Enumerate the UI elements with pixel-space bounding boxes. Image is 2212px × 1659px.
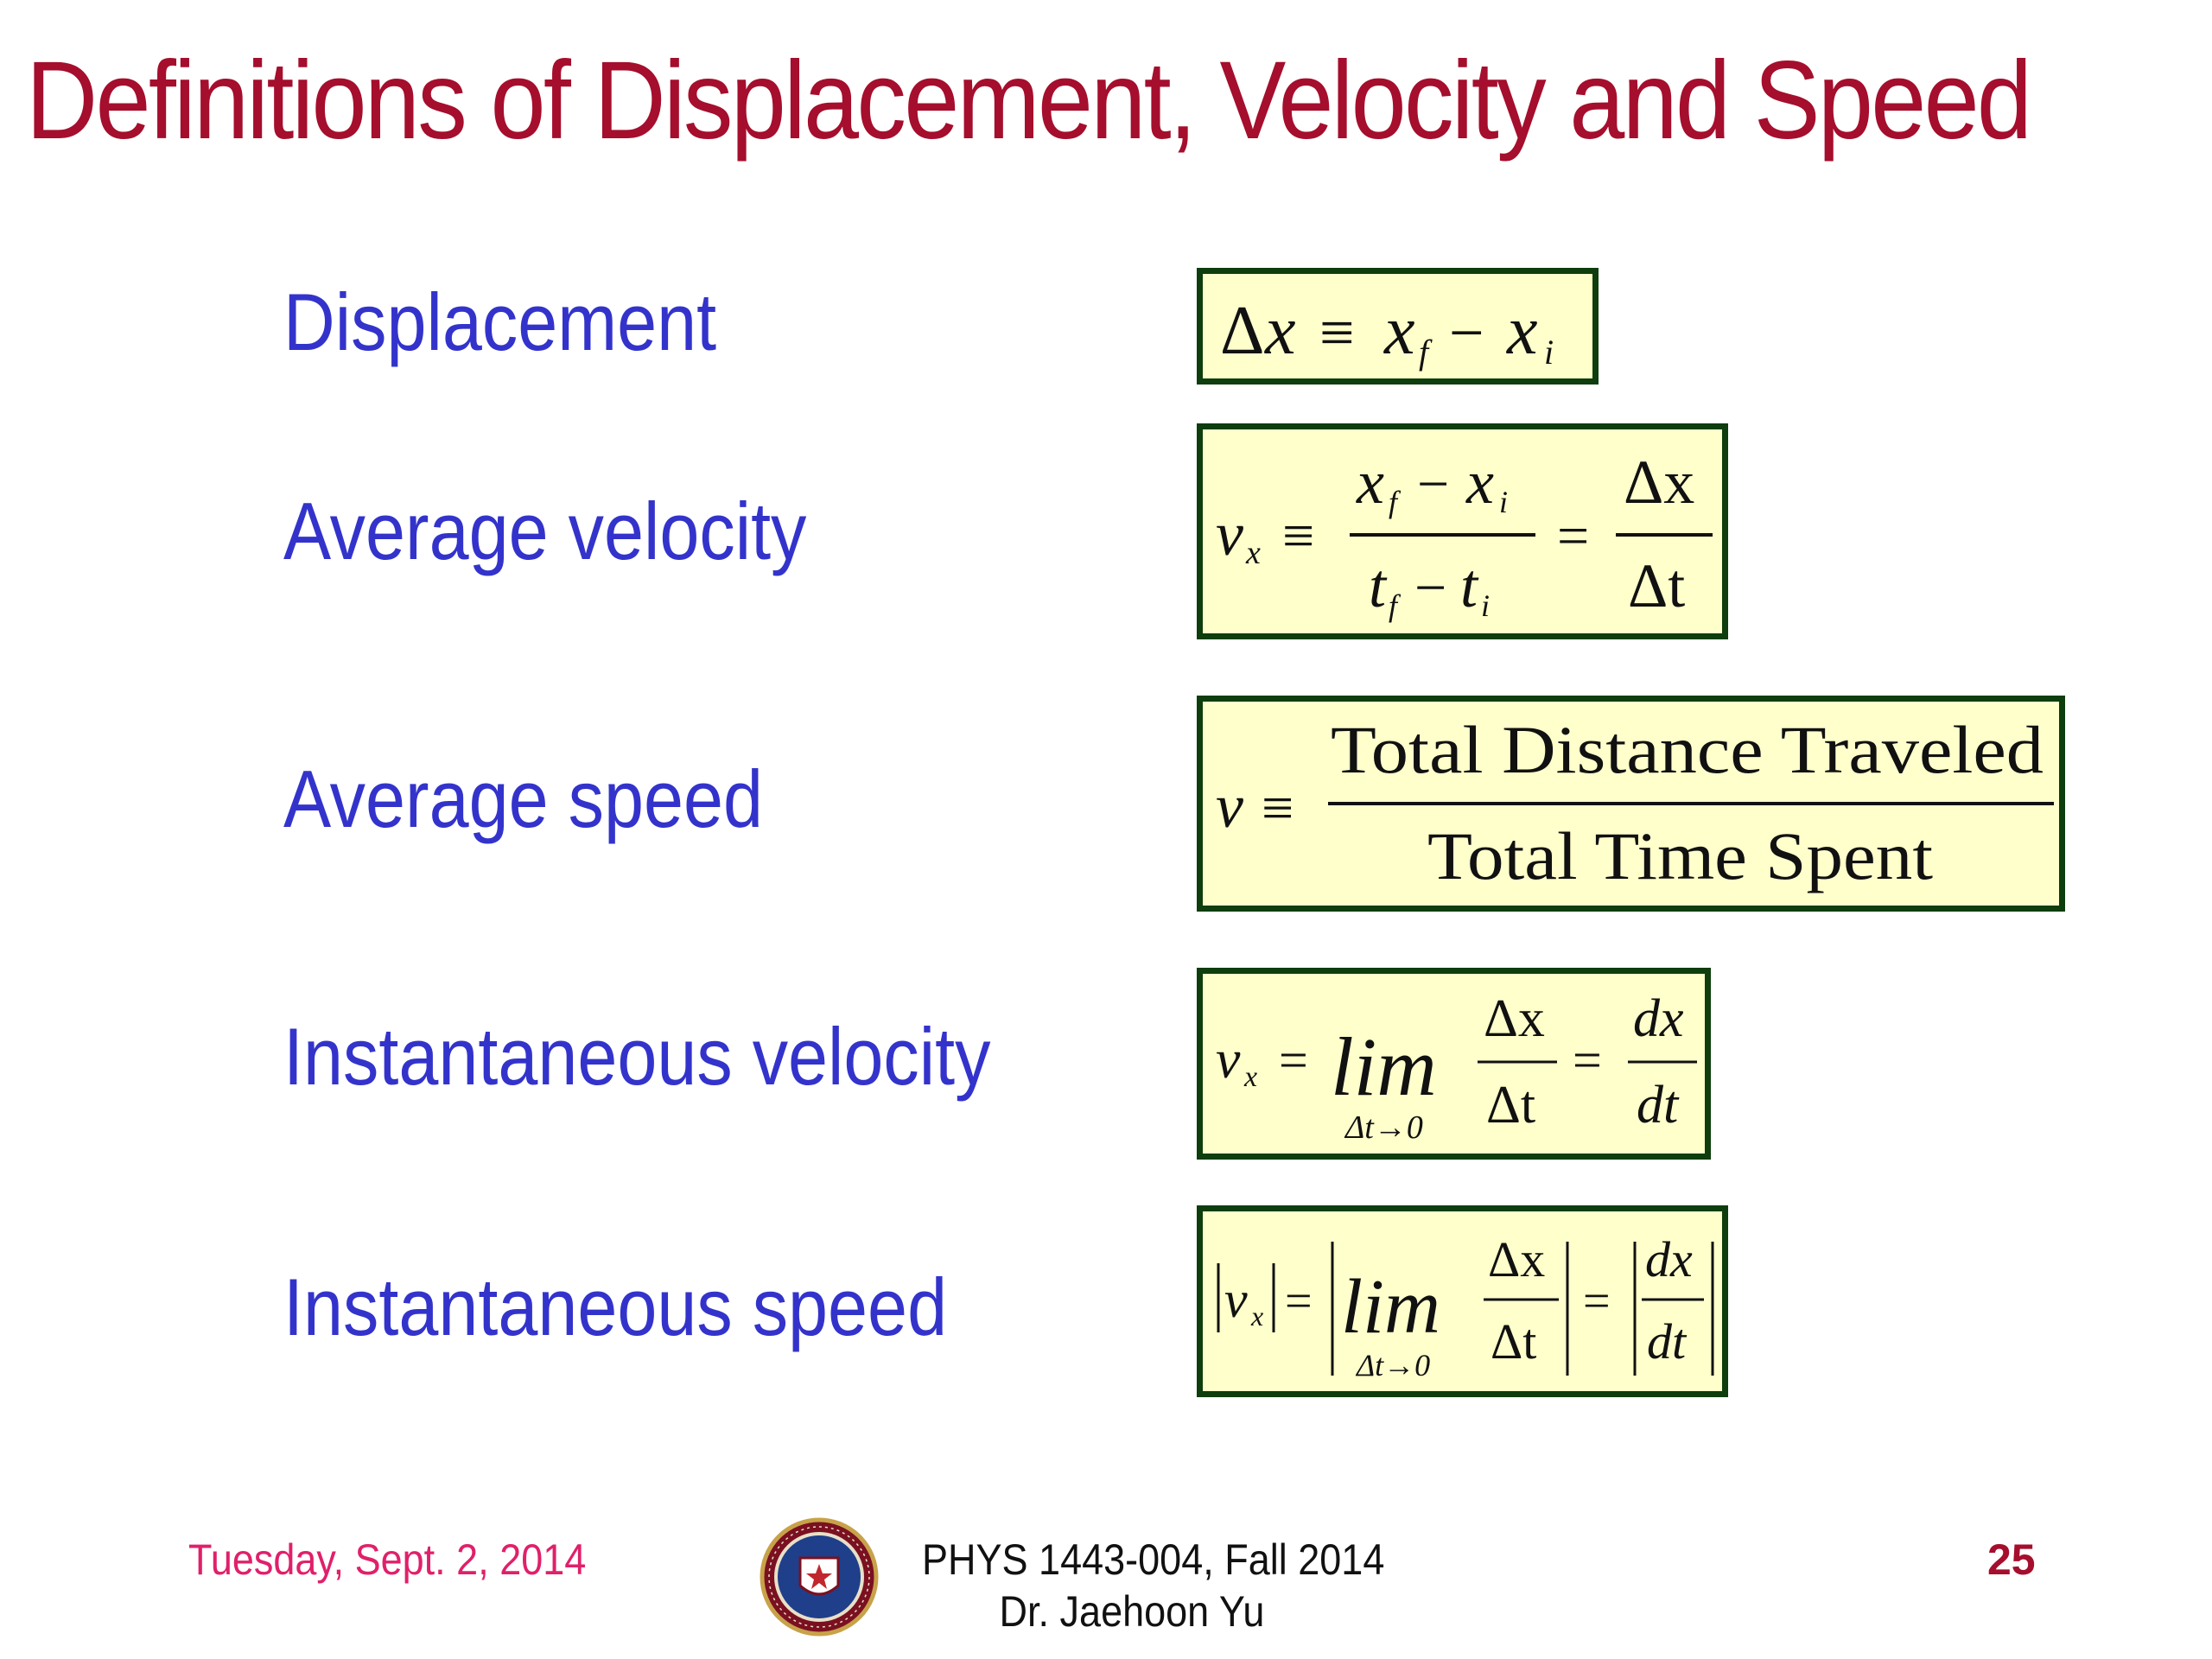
displacement-equation: Δ x ≡ x f − x i xyxy=(1220,293,1554,372)
subscript-i: i xyxy=(1544,333,1554,372)
denominator-text: Total Time Spent xyxy=(1427,818,1933,893)
subscript-f: f xyxy=(1389,485,1402,519)
subscript-f: f xyxy=(1419,333,1433,372)
course-name: PHYS 1443-004, Fall 2014 xyxy=(922,1535,1385,1584)
instructor-name: Dr. Jaehoon Yu xyxy=(999,1587,1265,1636)
average-velocity-equation: v x ≡ x f − x i t f − t i = Δx Δt xyxy=(1216,448,1713,623)
equals-sign: = xyxy=(1285,1274,1313,1328)
equals-sign: = xyxy=(1573,1032,1602,1089)
formula-box-average-speed: v ≡ Total Distance Traveled Total Time S… xyxy=(1197,696,2065,912)
equiv-sign: ≡ xyxy=(1262,777,1294,840)
x-initial: x xyxy=(1506,293,1538,369)
label-instantaneous-velocity: Instantaneous velocity xyxy=(283,1011,991,1102)
subscript-x: x xyxy=(1245,535,1261,571)
dt: dt xyxy=(1647,1313,1688,1370)
dx: dx xyxy=(1645,1231,1693,1287)
equals-sign: = xyxy=(1583,1274,1611,1328)
instantaneous-speed-equation: v x = lim Δt→0 Δx Δt = dx dt xyxy=(1217,1231,1714,1382)
dx: dx xyxy=(1633,989,1684,1048)
equals-sign: = xyxy=(1279,1032,1308,1089)
label-instantaneous-speed: Instantaneous speed xyxy=(283,1262,948,1352)
v-variable: v xyxy=(1216,499,1243,569)
v-variable: v xyxy=(1216,1028,1241,1090)
formula-box-instantaneous-velocity: v x = lim Δt→0 Δx Δt = dx dt xyxy=(1197,968,1711,1160)
v-variable: v xyxy=(1224,1271,1248,1328)
t-initial: t xyxy=(1460,551,1479,620)
label-average-speed: Average speed xyxy=(283,753,763,844)
subscript-i: i xyxy=(1481,588,1490,623)
subscript-x: x xyxy=(1250,1300,1263,1332)
delta-t: Δt xyxy=(1628,551,1685,620)
subscript-f: f xyxy=(1389,588,1402,623)
delta-t: Δt xyxy=(1486,1076,1535,1135)
formula-box-displacement: Δ x ≡ x f − x i xyxy=(1197,268,1599,385)
delta-symbol: Δ xyxy=(1220,293,1264,369)
subscript-i: i xyxy=(1499,485,1508,519)
equals-sign: = xyxy=(1557,505,1589,568)
v-variable: v xyxy=(1216,772,1243,841)
instantaneous-velocity-equation: v x = lim Δt→0 Δx Δt = dx dt xyxy=(1216,989,1697,1146)
limit-subscript: Δt→0 xyxy=(1355,1348,1430,1382)
subscript-x: x xyxy=(1243,1061,1257,1093)
limit-operator: lim xyxy=(1341,1264,1440,1350)
limit-operator: lim xyxy=(1331,1020,1437,1113)
label-average-velocity: Average velocity xyxy=(283,486,807,576)
x-final: x xyxy=(1383,293,1415,369)
university-seal-icon xyxy=(759,1516,880,1637)
formula-box-instantaneous-speed: v x = lim Δt→0 Δx Δt = dx dt xyxy=(1197,1205,1728,1397)
equiv-sign: ≡ xyxy=(1282,505,1314,568)
minus-sign: − xyxy=(1417,453,1449,516)
t-final: t xyxy=(1369,551,1388,620)
equiv-sign: ≡ xyxy=(1319,298,1355,367)
label-displacement: Displacement xyxy=(283,276,717,367)
delta-x: Δx xyxy=(1484,989,1545,1048)
formula-box-average-velocity: v x ≡ x f − x i t f − t i = Δx Δt xyxy=(1197,423,1728,639)
footer-date: Tuesday, Sept. 2, 2014 xyxy=(188,1535,587,1584)
delta-t: Δt xyxy=(1491,1313,1536,1370)
average-speed-equation: v ≡ Total Distance Traveled Total Time S… xyxy=(1216,712,2054,893)
limit-subscript: Δt→0 xyxy=(1344,1109,1423,1146)
minus-sign: − xyxy=(1449,298,1484,367)
numerator-text: Total Distance Traveled xyxy=(1331,712,2044,787)
footer-course-info: PHYS 1443-004, Fall 2014 Dr. Jaehoon Yu xyxy=(899,1534,1385,1637)
delta-x: Δx xyxy=(1488,1231,1545,1287)
delta-x: Δx xyxy=(1624,448,1694,517)
minus-sign: − xyxy=(1414,556,1446,620)
slide-title: Definitions of Displacement, Velocity an… xyxy=(26,39,2032,162)
x-final: x xyxy=(1356,448,1384,517)
x-variable: x xyxy=(1264,293,1296,369)
x-initial: x xyxy=(1465,448,1494,517)
dt: dt xyxy=(1637,1076,1680,1135)
page-number: 25 xyxy=(1987,1535,2036,1584)
